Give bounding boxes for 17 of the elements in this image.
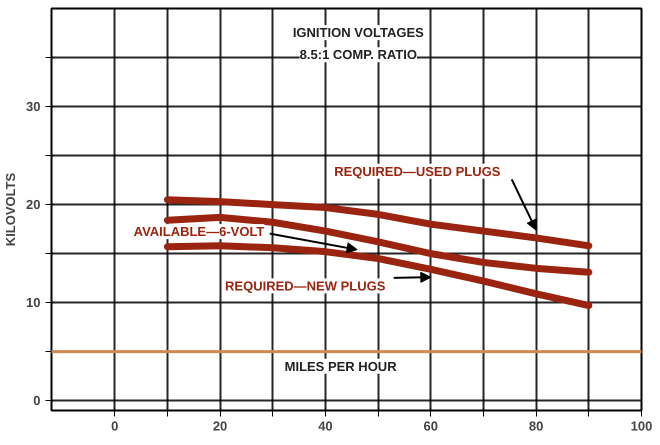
- x-tick-label: 100: [630, 418, 652, 434]
- series-label: AVAILABLE—6-VOLT: [134, 224, 264, 240]
- x-tick-label: 40: [318, 418, 333, 434]
- x-tick-label: 60: [424, 418, 438, 434]
- y-axis-title: KILOVOLTS: [3, 172, 18, 246]
- x-tick-label: 20: [212, 418, 228, 434]
- series-label: REQUIRED—NEW PLUGS: [225, 278, 386, 294]
- x-tick-label: 0: [111, 418, 118, 434]
- x-tick-label: 80: [528, 418, 544, 434]
- y-tick-label: 0: [33, 393, 41, 408]
- y-tick-label: 30: [26, 99, 41, 114]
- y-tick-label: 20: [26, 197, 41, 212]
- text: IGNITION VOLTAGES: [292, 25, 424, 40]
- text: REQUIRED—USED PLUGS: [334, 164, 501, 179]
- text: 8.5:1 COMP. RATIO: [300, 47, 417, 62]
- y-tick-label: 10: [26, 295, 41, 310]
- x-axis-title: MILES PER HOUR: [284, 358, 398, 374]
